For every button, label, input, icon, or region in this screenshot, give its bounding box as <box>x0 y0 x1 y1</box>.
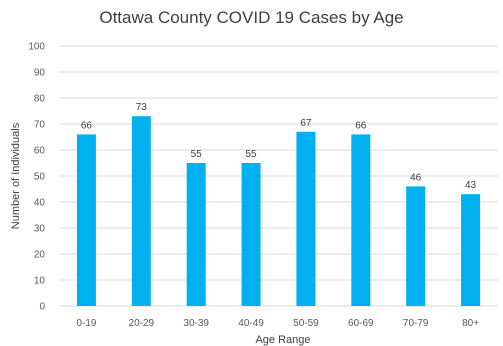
x-tick-label: 30-39 <box>183 318 209 329</box>
bars <box>76 116 481 306</box>
data-labels: 66 73 55 55 67 66 46 43 <box>81 102 477 191</box>
y-tick-label: 100 <box>28 42 45 53</box>
bar <box>186 163 206 306</box>
y-axis-ticks: 0 10 20 30 40 50 60 70 80 90 100 <box>28 42 45 313</box>
x-axis-ticks: 0-19 20-29 30-39 40-49 50-59 60-69 70-79 80+ <box>76 318 479 329</box>
y-tick-label: 40 <box>34 198 46 209</box>
data-label: 55 <box>246 149 258 160</box>
x-tick-label: 20-29 <box>129 318 155 329</box>
bar <box>241 163 261 306</box>
y-tick-label: 30 <box>34 224 46 235</box>
data-label: 66 <box>81 120 93 131</box>
y-tick-label: 70 <box>34 120 46 131</box>
y-axis-title: Number of Individuals <box>10 122 22 229</box>
y-tick-label: 50 <box>34 172 46 183</box>
y-tick-label: 90 <box>34 68 46 79</box>
data-label: 43 <box>465 180 477 191</box>
bar <box>351 134 371 306</box>
chart-title: Ottawa County COVID 19 Cases by Age <box>99 8 404 27</box>
x-tick-label: 50-59 <box>293 318 319 329</box>
bar <box>406 186 426 306</box>
data-label: 46 <box>410 172 422 183</box>
gridlines <box>59 45 498 307</box>
y-tick-label: 80 <box>34 94 46 105</box>
data-label: 55 <box>191 149 203 160</box>
x-tick-label: 0-19 <box>76 318 96 329</box>
y-tick-label: 20 <box>34 250 46 261</box>
x-axis-title: Age Range <box>255 334 310 346</box>
bar <box>296 131 316 306</box>
x-tick-label: 40-49 <box>238 318 264 329</box>
bar <box>461 194 481 306</box>
data-label: 67 <box>300 118 312 129</box>
y-tick-label: 0 <box>39 302 45 313</box>
x-tick-label: 60-69 <box>348 318 374 329</box>
y-tick-label: 10 <box>34 276 46 287</box>
bar <box>76 134 96 306</box>
data-label: 73 <box>136 102 148 113</box>
bar <box>131 116 151 306</box>
data-label: 66 <box>355 120 367 131</box>
x-tick-label: 70-79 <box>403 318 429 329</box>
y-tick-label: 60 <box>34 146 46 157</box>
x-tick-label: 80+ <box>462 318 479 329</box>
